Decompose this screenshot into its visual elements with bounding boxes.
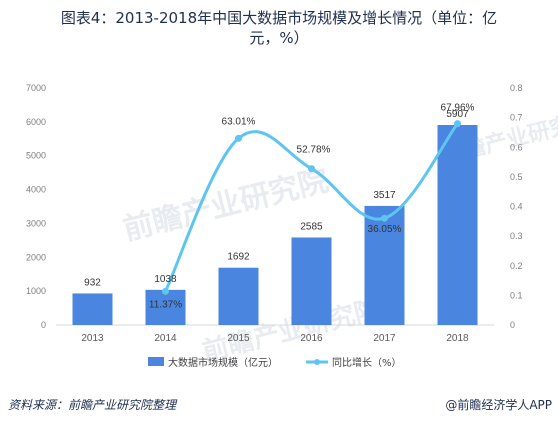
x-tick-label: 2017 <box>373 333 396 344</box>
bar <box>218 267 259 325</box>
legend-line-marker <box>314 359 320 365</box>
growth-point <box>454 120 461 128</box>
right-y-tick-label: 0 <box>510 320 515 330</box>
x-axis: 2013 2014 2015 2016 2017 2018 <box>56 324 494 344</box>
right-y-tick-label: 0.6 <box>510 142 523 152</box>
bar <box>437 125 478 325</box>
left-y-tick-label: 4000 <box>26 185 46 195</box>
chart-title-line-1: 图表4：2013-2018年中国大数据市场规模及增长情况（单位：亿 <box>60 9 498 27</box>
growth-value-label: 67.96% <box>441 103 475 114</box>
x-tick-label: 2018 <box>446 333 469 344</box>
right-y-axis: 0 0.1 0.2 0.3 0.4 0.5 0.6 0.7 0.8 <box>510 83 523 330</box>
bar <box>145 289 186 325</box>
bar <box>364 205 405 325</box>
left-y-tick-label: 1000 <box>26 286 46 296</box>
growth-value-label: 11.37% <box>149 299 182 310</box>
x-tick-label: 2015 <box>227 333 250 344</box>
legend-line-label: 同比增长（%） <box>332 356 402 369</box>
bar-value-label: 3517 <box>373 190 396 201</box>
growth-value-label: 36.05% <box>368 224 402 235</box>
growth-point <box>308 165 315 173</box>
growth-value-label: 52.78% <box>297 145 331 156</box>
legend-bar-swatch <box>148 357 164 366</box>
brand-credit: @前瞻经济学人APP <box>445 398 552 412</box>
right-y-tick-label: 0.5 <box>510 172 523 182</box>
right-y-tick-label: 0.2 <box>510 261 523 271</box>
growth-point <box>235 134 242 142</box>
source-note: 资料来源：前瞻产业研究院整理 <box>8 398 177 412</box>
legend: 大数据市场规模（亿元） 同比增长（%） <box>148 356 402 369</box>
data-labels: 932 1038 1692 2585 3517 5907 11.37% 63.01% 52.78… <box>84 103 474 311</box>
bar-value-label: 2585 <box>300 221 323 232</box>
footer: 资料来源：前瞻产业研究院整理 @前瞻经济学人APP <box>0 396 558 416</box>
x-tick-label: 2013 <box>81 333 104 344</box>
bar-value-label: 932 <box>84 277 101 288</box>
left-y-tick-label: 7000 <box>26 83 46 93</box>
growth-value-label: 63.01% <box>222 116 256 127</box>
right-y-tick-label: 0.8 <box>510 83 523 93</box>
growth-point <box>162 287 169 295</box>
legend-bar-label: 大数据市场规模（亿元） <box>168 356 278 369</box>
right-y-tick-label: 0.7 <box>510 113 523 123</box>
right-y-tick-label: 0.3 <box>510 231 523 241</box>
right-y-tick-label: 0.4 <box>510 202 523 212</box>
bar-value-label: 5907 <box>446 109 469 120</box>
x-tick-label: 2016 <box>300 333 323 344</box>
bar <box>72 293 113 325</box>
left-y-axis: 0 1000 2000 3000 4000 5000 6000 7000 <box>26 83 46 330</box>
bar <box>291 237 332 325</box>
bar-series <box>72 125 478 325</box>
x-tick-label: 2014 <box>154 333 177 344</box>
line-series <box>162 120 461 295</box>
bar-value-label: 1038 <box>154 274 177 285</box>
left-y-tick-label: 3000 <box>26 218 46 228</box>
bar-value-label: 1692 <box>227 252 250 263</box>
growth-point <box>381 214 388 222</box>
right-y-tick-label: 0.1 <box>510 290 523 300</box>
chart-title: 图表4：2013-2018年中国大数据市场规模及增长情况（单位：亿 元，%） <box>0 8 558 48</box>
left-y-tick-label: 0 <box>41 320 46 330</box>
chart-title-line-2: 元，%） <box>249 29 309 47</box>
left-y-tick-label: 6000 <box>26 117 46 127</box>
left-y-tick-label: 5000 <box>26 151 46 161</box>
left-y-tick-label: 2000 <box>26 252 46 262</box>
